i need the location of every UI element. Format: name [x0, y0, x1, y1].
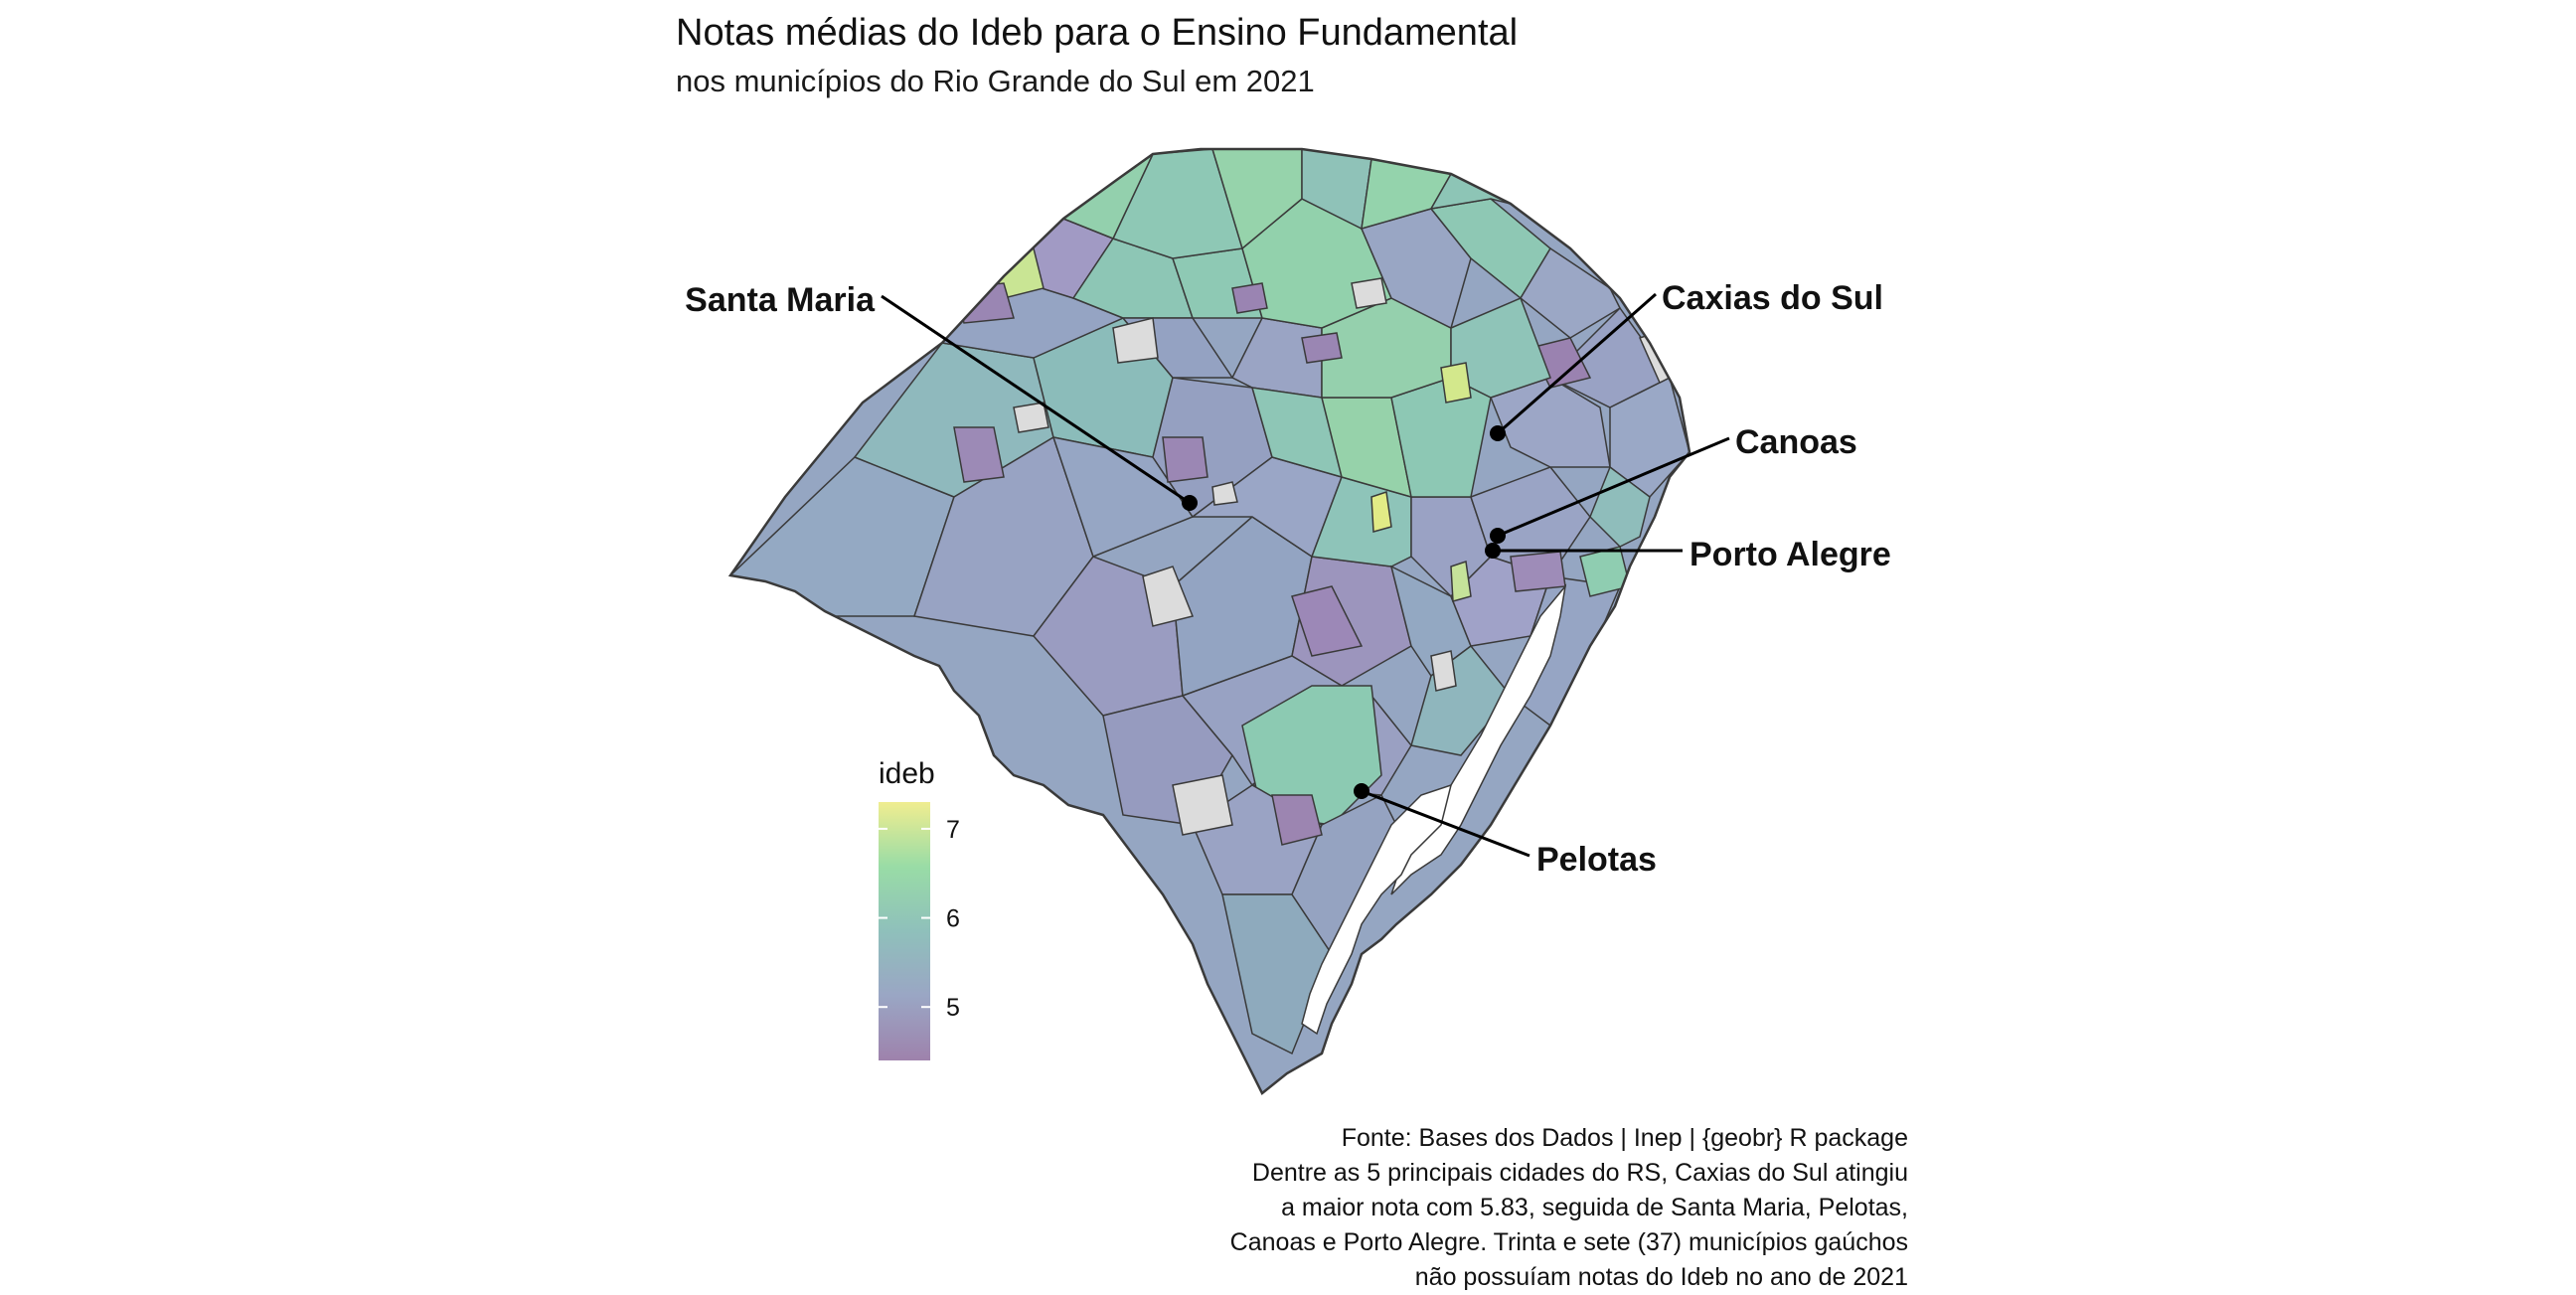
city-label-caxias-do-sul: Caxias do Sul	[1662, 279, 1883, 317]
legend-tick-label: 7	[946, 816, 960, 844]
city-pelotas: Pelotas	[1354, 783, 1657, 879]
caption-line: não possuíam notas do Ideb no ano de 202…	[1414, 1263, 1908, 1291]
caption: Fonte: Bases dos Dados | Inep | {geobr} …	[1230, 1121, 1908, 1295]
caption-line: Canoas e Porto Alegre. Trinta e sete (37…	[1229, 1228, 1908, 1256]
city-label-porto-alegre: Porto Alegre	[1690, 536, 1891, 573]
legend-title: ideb	[879, 757, 935, 790]
city-canoas: Canoas	[1490, 423, 1857, 544]
city-label-pelotas: Pelotas	[1536, 841, 1657, 879]
city-santa-maria: Santa Maria	[685, 281, 1198, 511]
map-title: Notas médias do Ideb para o Ensino Funda…	[676, 12, 1519, 54]
caption-line: Fonte: Bases dos Dados | Inep | {geobr} …	[1341, 1124, 1908, 1152]
caption-line: a maior nota com 5.83, seguida de Santa …	[1281, 1194, 1908, 1221]
map-subtitle: nos municípios do Rio Grande do Sul em 2…	[676, 64, 1315, 98]
legend-tick-label: 5	[946, 994, 960, 1022]
city-label-santa-maria: Santa Maria	[685, 281, 876, 319]
city-annotations: Santa Maria Caxias do Sul Canoas Porto A…	[685, 279, 1891, 879]
state-map	[728, 147, 1691, 1095]
legend-colorbar	[879, 802, 930, 1060]
legend-tick-label: 6	[946, 905, 960, 933]
city-porto-alegre: Porto Alegre	[1485, 536, 1891, 573]
caption-line: Dentre as 5 principais cidades do RS, Ca…	[1251, 1159, 1908, 1187]
color-legend: ideb 7 6 5	[879, 757, 960, 1060]
city-label-canoas: Canoas	[1735, 423, 1857, 461]
city-caxias-do-sul: Caxias do Sul	[1490, 279, 1883, 441]
legend-ticks: 7 6 5	[879, 816, 960, 1022]
